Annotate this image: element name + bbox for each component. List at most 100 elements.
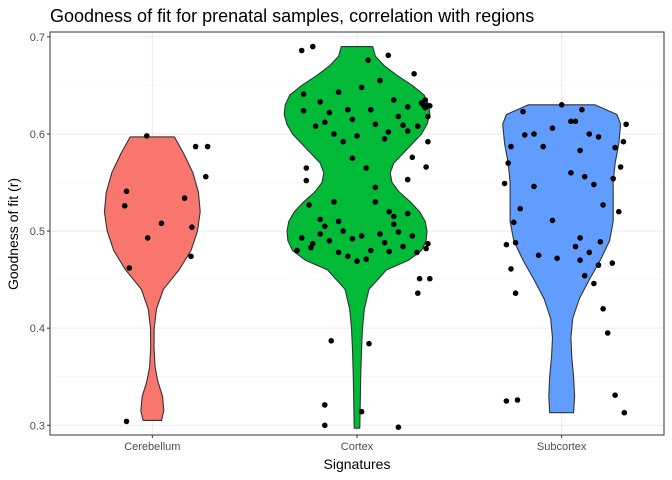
data-point-subcortex	[620, 138, 627, 145]
data-point-subcortex	[612, 392, 618, 399]
data-point-cortex	[317, 216, 324, 223]
data-point-cerebellum	[144, 235, 151, 241]
data-point-cortex	[385, 129, 392, 135]
data-point-subcortex	[558, 102, 565, 108]
data-point-subcortex	[595, 262, 602, 268]
data-point-cortex	[395, 113, 402, 120]
data-point-cortex	[386, 208, 393, 215]
data-point-cerebellum	[203, 173, 209, 180]
data-point-subcortex	[577, 147, 583, 154]
data-point-cortex	[414, 249, 420, 256]
data-point-cortex	[372, 199, 379, 205]
y-tick-label: 0.4	[30, 323, 45, 335]
data-point-cortex	[385, 52, 392, 59]
data-point-cerebellum	[144, 133, 150, 139]
y-tick-label: 0.3	[30, 420, 45, 432]
data-point-cortex	[354, 133, 360, 139]
data-point-subcortex	[540, 143, 546, 150]
data-point-cortex	[363, 256, 370, 263]
x-tick-label: Cerebellum	[124, 441, 180, 453]
data-point-subcortex	[514, 397, 521, 403]
data-point-subcortex	[531, 131, 537, 137]
data-point-cortex	[404, 176, 411, 183]
data-point-cerebellum	[204, 143, 211, 150]
data-point-cortex	[377, 77, 383, 84]
data-point-cortex	[368, 106, 374, 113]
data-point-cortex	[409, 154, 416, 161]
data-point-subcortex	[579, 106, 585, 113]
data-point-cortex	[422, 97, 429, 103]
data-point-cortex	[345, 106, 351, 113]
data-point-subcortex	[600, 306, 606, 312]
data-point-cortex	[415, 123, 421, 129]
data-point-subcortex	[549, 217, 556, 224]
data-point-cortex	[425, 240, 431, 247]
data-point-cortex	[294, 247, 300, 254]
data-point-subcortex	[612, 144, 618, 151]
data-point-cortex	[331, 131, 337, 137]
data-point-cortex	[372, 184, 379, 191]
data-point-cortex	[372, 121, 379, 128]
x-tick-label: Subcortex	[537, 441, 587, 453]
data-point-cortex	[298, 235, 305, 241]
data-point-cortex	[423, 245, 429, 252]
data-point-subcortex	[586, 131, 593, 137]
data-point-subcortex	[609, 260, 616, 266]
data-point-subcortex	[568, 118, 574, 125]
data-point-cortex	[340, 228, 347, 234]
data-point-cortex	[423, 164, 429, 170]
data-point-cortex	[366, 340, 372, 347]
data-point-subcortex	[503, 241, 510, 248]
data-point-cortex	[328, 338, 335, 344]
data-point-cortex	[365, 57, 371, 63]
data-point-cerebellum	[121, 203, 128, 209]
data-point-cortex	[409, 233, 416, 239]
data-point-cortex	[358, 84, 365, 91]
data-point-cortex	[415, 290, 421, 297]
data-point-cortex	[381, 239, 388, 246]
data-point-cortex	[391, 97, 397, 103]
data-point-cortex	[358, 408, 365, 415]
y-tick-label: 0.5	[30, 226, 45, 238]
data-point-cortex	[326, 238, 333, 244]
data-point-cortex	[326, 109, 333, 116]
data-point-cortex	[404, 210, 411, 217]
data-point-cortex	[322, 422, 328, 429]
data-point-cortex	[322, 223, 328, 229]
data-point-cortex	[386, 248, 393, 255]
data-point-subcortex	[621, 409, 628, 416]
data-point-cortex	[349, 236, 356, 242]
y-axis-title: Goodness of fit (r)	[5, 178, 21, 290]
data-point-subcortex	[512, 239, 519, 246]
data-point-subcortex	[616, 208, 622, 215]
data-point-cerebellum	[192, 143, 199, 150]
data-point-cortex	[427, 103, 433, 109]
data-point-subcortex	[535, 252, 542, 259]
data-point-cortex	[300, 107, 307, 114]
data-point-cortex	[312, 123, 319, 129]
chart-title: Goodness of fit for prenatal samples, co…	[50, 6, 534, 26]
data-point-subcortex	[520, 108, 526, 115]
data-point-subcortex	[511, 219, 517, 226]
data-point-cortex	[404, 104, 411, 110]
data-point-cortex	[381, 136, 388, 142]
violin-cortex	[283, 46, 431, 429]
data-point-subcortex	[581, 272, 588, 279]
data-point-subcortex	[591, 280, 597, 287]
data-point-subcortex	[549, 125, 556, 131]
data-point-cerebellum	[189, 224, 195, 230]
data-point-cortex	[303, 165, 310, 171]
data-point-subcortex	[586, 249, 593, 256]
data-point-subcortex	[503, 398, 510, 404]
data-point-cortex	[345, 253, 351, 260]
data-point-cortex	[395, 424, 402, 431]
data-point-cortex	[425, 138, 431, 145]
y-tick-label: 0.7	[30, 32, 45, 44]
data-point-cerebellum	[181, 195, 188, 201]
data-point-cortex	[303, 177, 310, 184]
data-point-subcortex	[617, 164, 624, 170]
data-point-subcortex	[501, 180, 508, 187]
data-point-subcortex	[572, 118, 579, 125]
data-point-cortex	[306, 202, 312, 208]
violin-subcortex	[502, 104, 622, 414]
